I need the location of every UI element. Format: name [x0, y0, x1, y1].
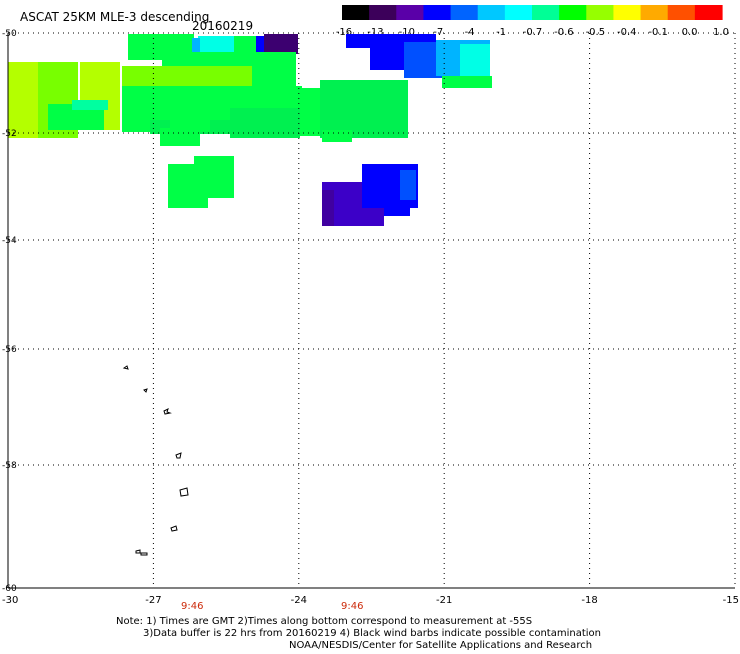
color-scale-label: -1 — [496, 27, 506, 38]
color-scale-label: -4 — [465, 27, 475, 38]
longitude-label: -30 — [2, 595, 18, 606]
longitude-label: -27 — [145, 595, 161, 606]
wind-data-cell — [322, 190, 334, 226]
wind-data-cell — [322, 130, 352, 142]
color-scale-label: 1.0 — [713, 27, 729, 38]
island-outline — [163, 408, 172, 415]
note-line-1: Note: 1) Times are GMT 2)Times along bot… — [116, 616, 532, 627]
map-frame — [7, 33, 735, 589]
color-scale-label: -0.4 — [617, 27, 637, 38]
time-label: 9:46 — [181, 601, 203, 612]
wind-data-swath — [8, 34, 492, 226]
color-scale-segment — [586, 5, 615, 20]
wind-data-cell — [256, 36, 266, 52]
longitude-labels: -30 -27 -24 -21 -18 -15 — [2, 595, 739, 606]
wind-data-cell — [160, 128, 200, 146]
island-outline — [122, 365, 129, 370]
island-outline — [135, 549, 141, 554]
longitude-label: -18 — [581, 595, 597, 606]
note-line-2: 3)Data buffer is 22 hrs from 20160219 4)… — [143, 628, 601, 639]
latitude-label: -56 — [2, 345, 17, 355]
color-scale-label: 0.0 — [682, 27, 698, 38]
color-scale-label: -0.5 — [586, 27, 606, 38]
wind-data-cell — [198, 36, 234, 52]
color-scale-segment — [613, 5, 642, 20]
color-scale-segment — [423, 5, 452, 20]
note-line-3: NOAA/NESDIS/Center for Satellite Applica… — [289, 640, 592, 650]
longitude-label: -21 — [436, 595, 452, 606]
wind-data-cell — [264, 34, 298, 54]
color-scale-segment — [342, 5, 370, 20]
wind-data-cell — [234, 36, 260, 52]
map-title: ASCAT 25KM MLE-3 descending — [20, 10, 209, 24]
island-outline — [140, 552, 148, 556]
island-outline — [179, 487, 189, 497]
wind-data-cell — [384, 196, 410, 216]
color-scale-segment — [477, 5, 506, 20]
color-scale-segment — [450, 5, 479, 20]
wind-data-cell — [320, 80, 408, 138]
latitude-label: -54 — [2, 236, 17, 246]
color-scale-segment — [532, 5, 560, 20]
latitude-label: -58 — [2, 461, 17, 471]
longitude-label: -24 — [291, 595, 307, 606]
color-scale-label: -0.7 — [523, 27, 543, 38]
wind-data-cell — [400, 170, 416, 200]
color-scale-bar — [342, 5, 723, 20]
color-scale-segment — [640, 5, 669, 20]
wind-data-cell — [442, 76, 492, 88]
color-scale-segment — [396, 5, 425, 20]
lat-lon-gridlines — [8, 32, 736, 588]
color-scale-segment — [369, 5, 397, 20]
island-outline — [170, 525, 178, 532]
color-scale-segment — [504, 5, 533, 20]
color-scale-label: -10 — [399, 27, 415, 38]
wind-data-cell — [72, 100, 108, 110]
latitude-label: -52 — [2, 129, 17, 139]
island-outlines — [122, 365, 189, 556]
time-label: 9:46 — [341, 601, 363, 612]
island-outline — [175, 452, 182, 459]
color-scale-segment — [667, 5, 696, 20]
color-scale-label: -13 — [367, 27, 383, 38]
latitude-label: -60 — [2, 584, 17, 594]
latitude-labels: -50 -52 -54 -56 -58 -60 — [2, 29, 17, 594]
island-outline — [143, 388, 148, 393]
longitude-label: -15 — [723, 595, 739, 606]
wind-data-cell — [168, 164, 208, 208]
wind-data-cell — [230, 108, 300, 138]
wind-data-cell — [192, 38, 200, 52]
map-date: 20160219 — [192, 19, 253, 33]
wind-data-cell — [460, 44, 490, 76]
color-scale-segment — [694, 5, 723, 20]
color-scale-segment — [559, 5, 587, 20]
latitude-label: -50 — [2, 29, 17, 39]
